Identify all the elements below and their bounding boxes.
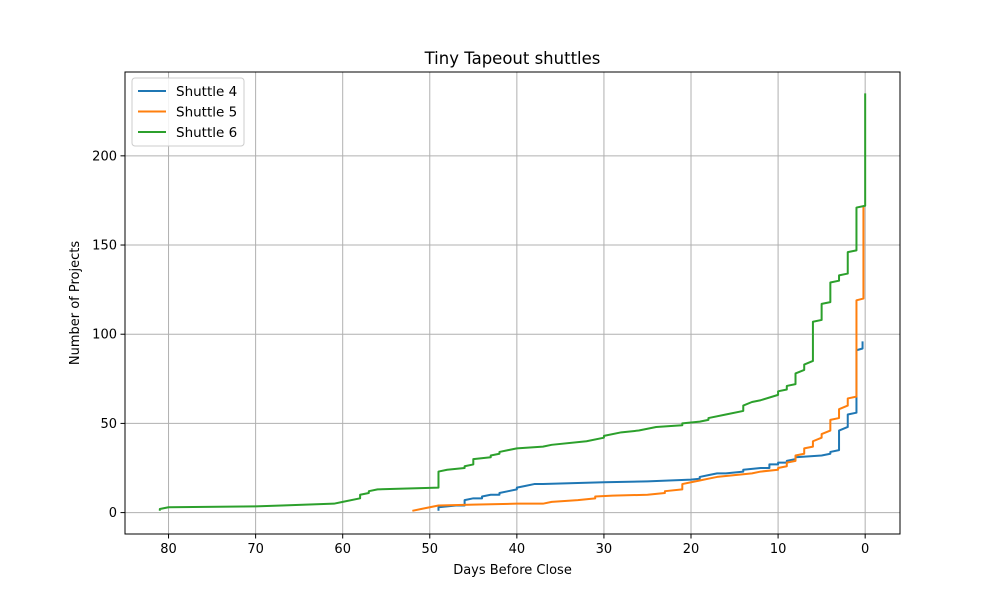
x-tick-label: 30 (596, 542, 613, 557)
legend-label-shuttle-5: Shuttle 5 (176, 105, 237, 121)
x-tick-label: 10 (770, 542, 787, 557)
series-line-shuttle-5 (412, 205, 865, 512)
plot-area-frame (124, 71, 901, 535)
legend-label-shuttle-4: Shuttle 4 (176, 84, 237, 100)
x-tick-label: 60 (334, 542, 351, 557)
legend-label-shuttle-6: Shuttle 6 (176, 125, 237, 141)
x-tick-label: 20 (683, 542, 700, 557)
x-tick-label: 80 (160, 542, 177, 557)
legend-items: Shuttle 4 Shuttle 5 Shuttle 6 (138, 84, 237, 141)
legend: Shuttle 4 Shuttle 5 Shuttle 6 (131, 77, 245, 147)
series-line-shuttle-6 (158, 93, 867, 511)
x-tick-label: 50 (422, 542, 439, 557)
x-tick-label: 70 (247, 542, 264, 557)
y-tick-label: 150 (92, 239, 117, 254)
x-tick-label: 0 (861, 542, 869, 557)
chart-title: Tiny Tapeout shuttles (424, 49, 601, 68)
y-tick-label: 50 (100, 417, 117, 432)
y-tick-label: 200 (92, 149, 117, 164)
y-axis-label: Number of Projects (68, 241, 83, 365)
x-tick-label: 40 (509, 542, 526, 557)
series-line-shuttle-4 (437, 341, 864, 511)
y-tick-label: 0 (109, 506, 117, 521)
x-axis-label: Days Before Close (453, 563, 572, 578)
legend-box (131, 77, 245, 147)
series-lines (158, 93, 867, 512)
y-tick-label: 100 (92, 328, 117, 343)
